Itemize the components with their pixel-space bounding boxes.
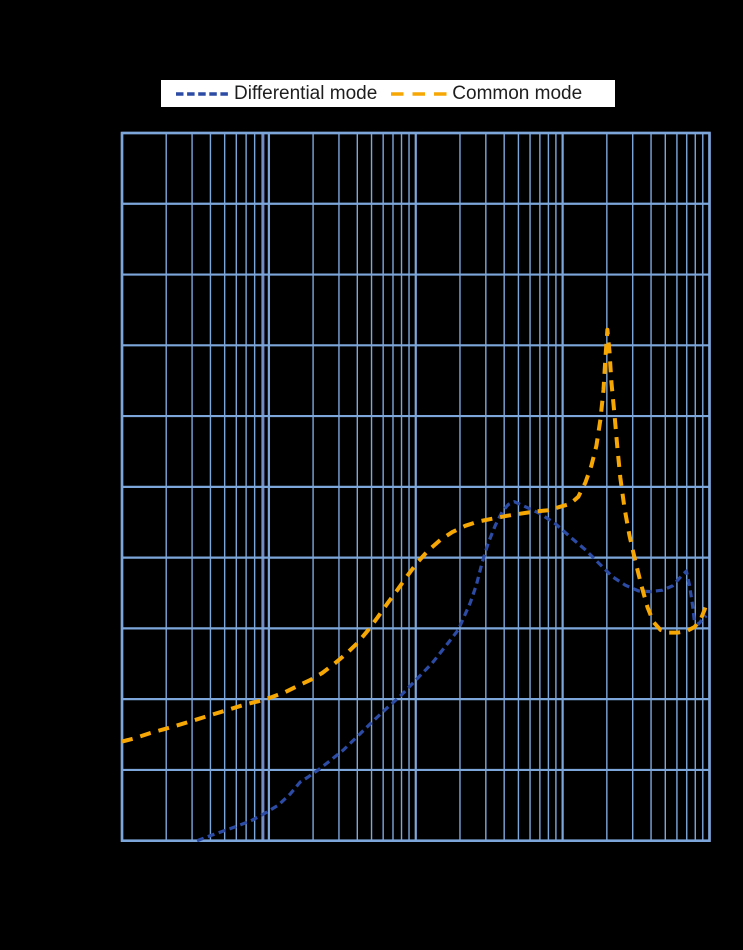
legend-item-common-mode: Common mode bbox=[391, 80, 582, 107]
legend-label-common-mode: Common mode bbox=[452, 83, 583, 104]
common-mode-dash-sample-icon bbox=[391, 91, 448, 96]
common-mode-curve bbox=[121, 327, 710, 744]
plot-border bbox=[120, 131, 711, 843]
differential-mode-curve bbox=[196, 500, 708, 843]
legend-item-differential-mode: Differential mode bbox=[176, 80, 377, 107]
differential-mode-dash-sample-icon bbox=[176, 91, 228, 96]
chart-legend: Differential mode Common mode bbox=[161, 80, 615, 107]
legend-label-differential-mode: Differential mode bbox=[234, 83, 378, 104]
